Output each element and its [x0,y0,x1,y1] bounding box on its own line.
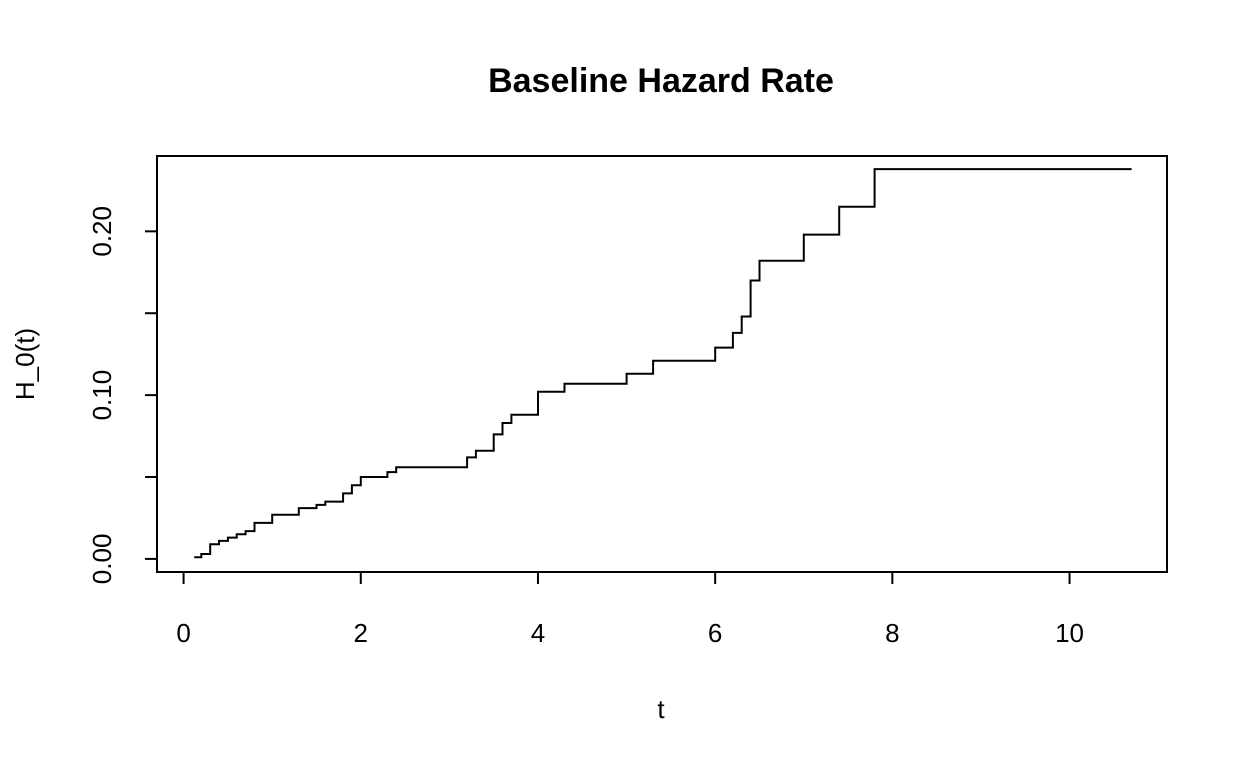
x-tick-label: 0 [176,618,190,648]
series-layer [194,168,1132,559]
x-tick-label: 8 [885,618,899,648]
chart-title: Baseline Hazard Rate [488,62,834,100]
y-tick-label: 0.20 [87,206,117,257]
y-tick-label: 0.00 [87,534,117,585]
x-tick-label: 10 [1055,618,1084,648]
y-axis-label: H_0(t) [10,328,40,400]
x-axis-label: t [657,694,665,724]
y-axis: 0.00 0.10 0.20 [87,206,157,584]
x-tick-label: 6 [708,618,722,648]
plot-frame [156,155,1168,573]
x-axis: 0 2 4 6 8 10 [176,571,1084,648]
x-tick-label: 2 [354,618,368,648]
hazard-step-line [194,168,1132,559]
y-tick-label: 0.10 [87,370,117,421]
x-tick-label: 4 [531,618,545,648]
